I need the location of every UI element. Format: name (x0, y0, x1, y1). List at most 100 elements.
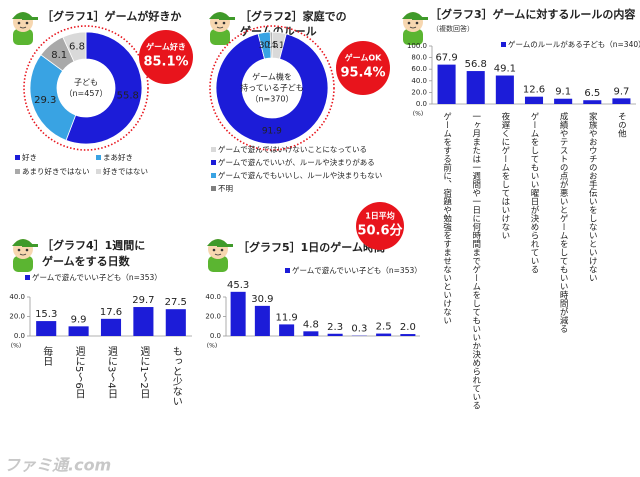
center-label: 子ども (74, 78, 98, 87)
slice-label: 8.1 (51, 50, 67, 61)
center-label: （n=370） (250, 95, 293, 104)
kid-icon (11, 238, 39, 273)
callout-label: 1日平均 (365, 211, 395, 221)
bar (68, 326, 89, 336)
value-label: 2.3 (327, 322, 343, 333)
legend-swatch (25, 275, 30, 280)
slice-label: 91.9 (262, 126, 282, 136)
y-unit: (%) (207, 343, 217, 350)
callout-value: 95.4% (340, 66, 385, 81)
callout-label: ゲーム好き (146, 42, 186, 52)
x-tick-label: 週に5〜6日 (73, 346, 85, 399)
value-label: 29.7 (132, 295, 154, 306)
value-label: 9.9 (71, 314, 87, 325)
legend-label: ゲームで遊んでいい子ども（n=353） (292, 265, 422, 275)
x-tick-label: ゲームをしてもいい曜日が決められている (529, 112, 539, 274)
x-tick-label: 家族やおウチのお手伝いをしないといけない (587, 111, 597, 282)
y-tick-label: 40.0 (205, 293, 221, 301)
pie-slice (62, 31, 87, 63)
slice-label: 0.5 (264, 41, 278, 51)
value-label: 9.1 (555, 87, 571, 98)
chart-title: ［グラフ5］1日のゲーム時間 (238, 240, 385, 254)
ring (209, 25, 335, 151)
y-tick-label: 0.0 (14, 332, 25, 340)
y-tick-label: 40.0 (411, 77, 427, 85)
bar (376, 333, 392, 336)
bar (279, 324, 295, 336)
value-label: 49.1 (494, 64, 516, 75)
slice-label: 6.8 (69, 41, 85, 52)
y-tick-label: 0.0 (416, 100, 427, 108)
bar (554, 98, 573, 104)
pie-slice (215, 33, 329, 145)
legend-swatch (211, 147, 216, 152)
bar (230, 291, 246, 336)
callout-value: 85.1% (143, 55, 188, 70)
chart-subtitle: （複数回答） (432, 24, 474, 33)
value-label: 0.3 (351, 324, 367, 335)
value-label: 27.5 (165, 297, 187, 308)
bar (495, 75, 514, 104)
bar (612, 98, 631, 104)
bar (524, 96, 544, 104)
slice-label: 55.8 (117, 91, 139, 102)
value-label: 67.9 (435, 53, 457, 64)
legend-label: ゲームで遊んでもいいし、ルールや決まりもない (218, 170, 382, 180)
value-label: 56.8 (465, 59, 487, 70)
y-unit: (%) (413, 111, 423, 118)
value-label: 2.5 (376, 322, 392, 333)
x-tick-label: もっと少ない (170, 346, 182, 406)
y-tick-label: 80.0 (411, 54, 427, 62)
callout-label: ゲームOK (345, 53, 383, 63)
legend-swatch (211, 173, 216, 178)
y-tick-label: 20.0 (205, 313, 221, 321)
y-tick-label: 100.0 (407, 42, 427, 50)
chart-title: ［グラフ3］ゲームに対するルールの内容 (430, 7, 635, 21)
y-tick-label: 40.0 (9, 293, 25, 301)
legend-label: ゲームのルールがある子ども（n=340） (508, 39, 640, 49)
x-tick-label: 一ヶ月または一週間や一日に何時間までゲームをしてもいいか決められている (471, 112, 481, 410)
callout-value: 50.6分 (357, 223, 402, 239)
slice-label: 4.1 (270, 41, 284, 51)
center-label: ゲーム機を (252, 72, 292, 82)
legend-label: 好き (22, 152, 37, 162)
legend-swatch (501, 42, 506, 47)
value-label: 45.3 (227, 280, 249, 291)
legend-swatch (96, 169, 101, 174)
legend-swatch (211, 186, 216, 191)
y-unit: (%) (11, 343, 21, 350)
x-tick-label: ゲームをする前に、宿題や勉強をすませないといけない (442, 112, 452, 325)
value-label: 4.8 (303, 319, 319, 330)
center-label: （n=457） (64, 89, 107, 98)
value-label: 9.7 (613, 86, 629, 97)
y-tick-label: 20.0 (411, 88, 427, 96)
value-label: 11.9 (275, 312, 297, 323)
callout-badge (139, 30, 193, 84)
legend-label: ゲームで遊んではいけないことになっている (218, 144, 367, 154)
bar (303, 331, 319, 336)
x-tick-label: 週に3〜4日 (106, 346, 118, 399)
kid-icon (206, 238, 234, 273)
bar (254, 305, 270, 336)
callout-badge (356, 202, 404, 250)
value-label: 6.5 (584, 88, 600, 99)
bar (583, 100, 602, 104)
x-tick-label: 週に1〜2日 (138, 346, 150, 399)
chart-title: ［グラフ2］家庭での (240, 9, 347, 23)
kid-icon (401, 11, 429, 46)
value-label: 12.6 (523, 85, 545, 96)
x-tick-label: 成績やテストの点が悪いとゲームをしてもいい時間が減る (558, 111, 568, 333)
x-tick-label: 毎日 (41, 345, 53, 366)
y-tick-label: 20.0 (9, 313, 25, 321)
watermark: ファミ通.com (4, 456, 111, 475)
legend-swatch (285, 268, 290, 273)
slice-label: 3.5 (259, 41, 273, 51)
bar (400, 334, 416, 336)
pie-slice (65, 31, 143, 145)
y-tick-label: 0.0 (210, 332, 221, 340)
legend-label: 好きではない (103, 166, 148, 176)
bar (165, 309, 186, 336)
chart-title: ［グラフ4］1週間に (42, 238, 145, 252)
bar (327, 333, 343, 336)
